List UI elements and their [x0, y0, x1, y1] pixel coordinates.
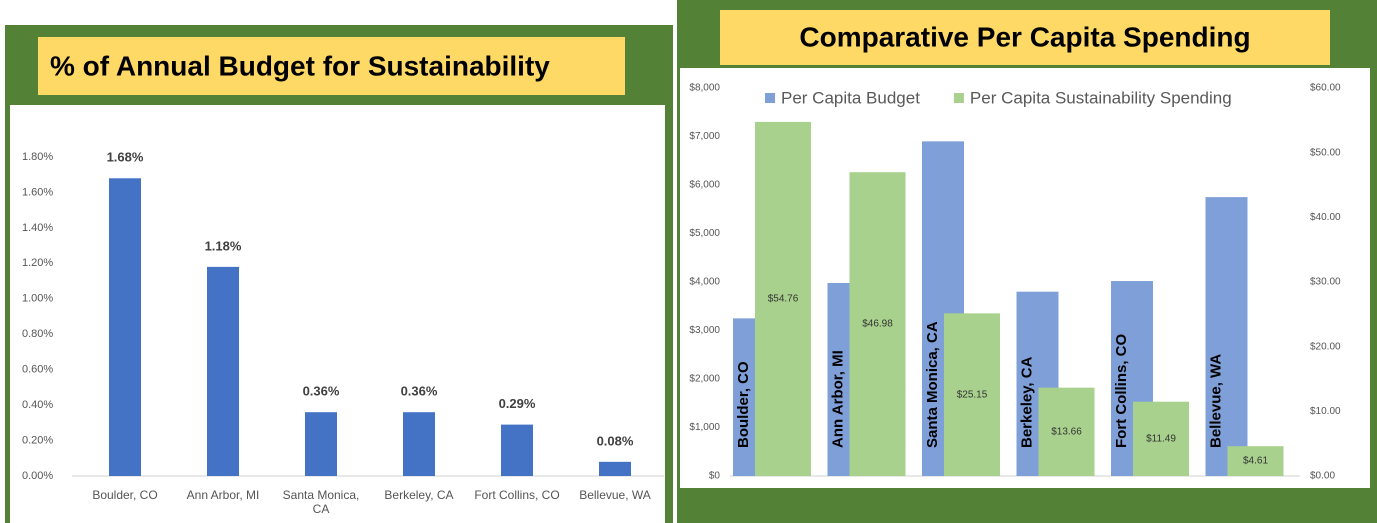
bar: [305, 412, 337, 476]
left-plot-bg: [10, 105, 665, 523]
y2-tick-label: $60.00: [1310, 83, 1341, 94]
category-label: Berkeley, CA: [1018, 356, 1035, 448]
data-label: $54.76: [768, 294, 799, 305]
bar: [1205, 197, 1248, 476]
legend-swatch: [765, 93, 775, 103]
x-tick-label: Santa Monica, CA: [282, 488, 360, 516]
y2-tick-label: $20.00: [1310, 341, 1341, 352]
right-title-box: [720, 10, 1330, 65]
y-tick-label: $6,000: [689, 180, 720, 191]
category-label: Bellevue, WA: [1207, 354, 1224, 448]
bar: [109, 178, 141, 476]
x-tick-label: Boulder, CO: [92, 488, 158, 502]
data-label: 1.68%: [107, 150, 144, 165]
y-tick-label: 0.00%: [22, 470, 53, 482]
x-tick-label: Bellevue, WA: [579, 488, 651, 502]
y-tick-label: $1,000: [689, 422, 720, 433]
legend-label: Per Capita Sustainability Spending: [970, 88, 1232, 107]
y-tick-label: $7,000: [689, 131, 720, 142]
data-label: $25.15: [957, 389, 988, 400]
bar: [755, 121, 811, 477]
legend-label: Per Capita Budget: [781, 88, 920, 107]
legend-swatch: [953, 93, 964, 103]
data-label: $4.61: [1243, 456, 1268, 467]
bar: [207, 266, 239, 476]
chart-title: % of Annual Budget for Sustainability: [50, 50, 550, 81]
y-tick-label: 1.00%: [22, 293, 53, 305]
y-tick-label: 0.40%: [22, 399, 53, 411]
category-label: Fort Collins, CO: [1113, 334, 1130, 448]
y-tick-label: 1.60%: [22, 186, 53, 198]
data-label: 0.36%: [401, 384, 438, 399]
y-tick-label: $8,000: [689, 83, 720, 94]
data-label: $46.98: [862, 319, 893, 330]
category-label: Boulder, CO: [735, 361, 752, 448]
bar: [599, 461, 631, 476]
chart-title: Comparative Per Capita Spending: [799, 21, 1250, 52]
data-label: 0.36%: [303, 384, 340, 399]
y2-tick-label: $0.00: [1310, 471, 1335, 482]
data-label: $13.66: [1051, 426, 1082, 437]
category-label: Ann Arbor, MI: [829, 350, 846, 448]
bar: [501, 424, 533, 476]
y2-tick-label: $40.00: [1310, 212, 1341, 223]
x-tick-label: Ann Arbor, MI: [186, 488, 260, 502]
bar: [1133, 401, 1189, 476]
y-tick-label: 1.40%: [22, 222, 53, 234]
x-tick-label: Fort Collins, CO: [474, 488, 560, 502]
category-label: Santa Monica, CA: [924, 321, 941, 448]
data-label: 0.29%: [499, 396, 536, 411]
y-tick-label: $2,000: [689, 374, 720, 385]
y2-tick-label: $30.00: [1310, 277, 1341, 288]
bar: [403, 412, 435, 476]
y-tick-label: 0.80%: [22, 328, 53, 340]
y-tick-label: $0: [709, 471, 721, 482]
y2-tick-label: $10.00: [1310, 406, 1341, 417]
bar: [1038, 387, 1095, 476]
x-tick-label: Berkeley, CA: [384, 488, 454, 502]
bar: [1227, 446, 1284, 476]
y-tick-label: 1.20%: [22, 257, 53, 269]
y-tick-label: $4,000: [689, 277, 720, 288]
y-tick-label: $3,000: [689, 325, 720, 336]
data-label: 1.18%: [205, 238, 242, 253]
left-title-box: [38, 37, 625, 95]
data-label: $11.49: [1146, 433, 1176, 444]
y2-tick-label: $50.00: [1310, 147, 1341, 158]
y-tick-label: 1.80%: [22, 151, 53, 163]
y-tick-label: 0.60%: [22, 364, 53, 376]
y-tick-label: 0.20%: [22, 434, 53, 446]
y-tick-label: $5,000: [689, 228, 720, 239]
bar: [849, 172, 906, 477]
data-label: 0.08%: [597, 433, 634, 448]
bar: [944, 313, 1000, 476]
